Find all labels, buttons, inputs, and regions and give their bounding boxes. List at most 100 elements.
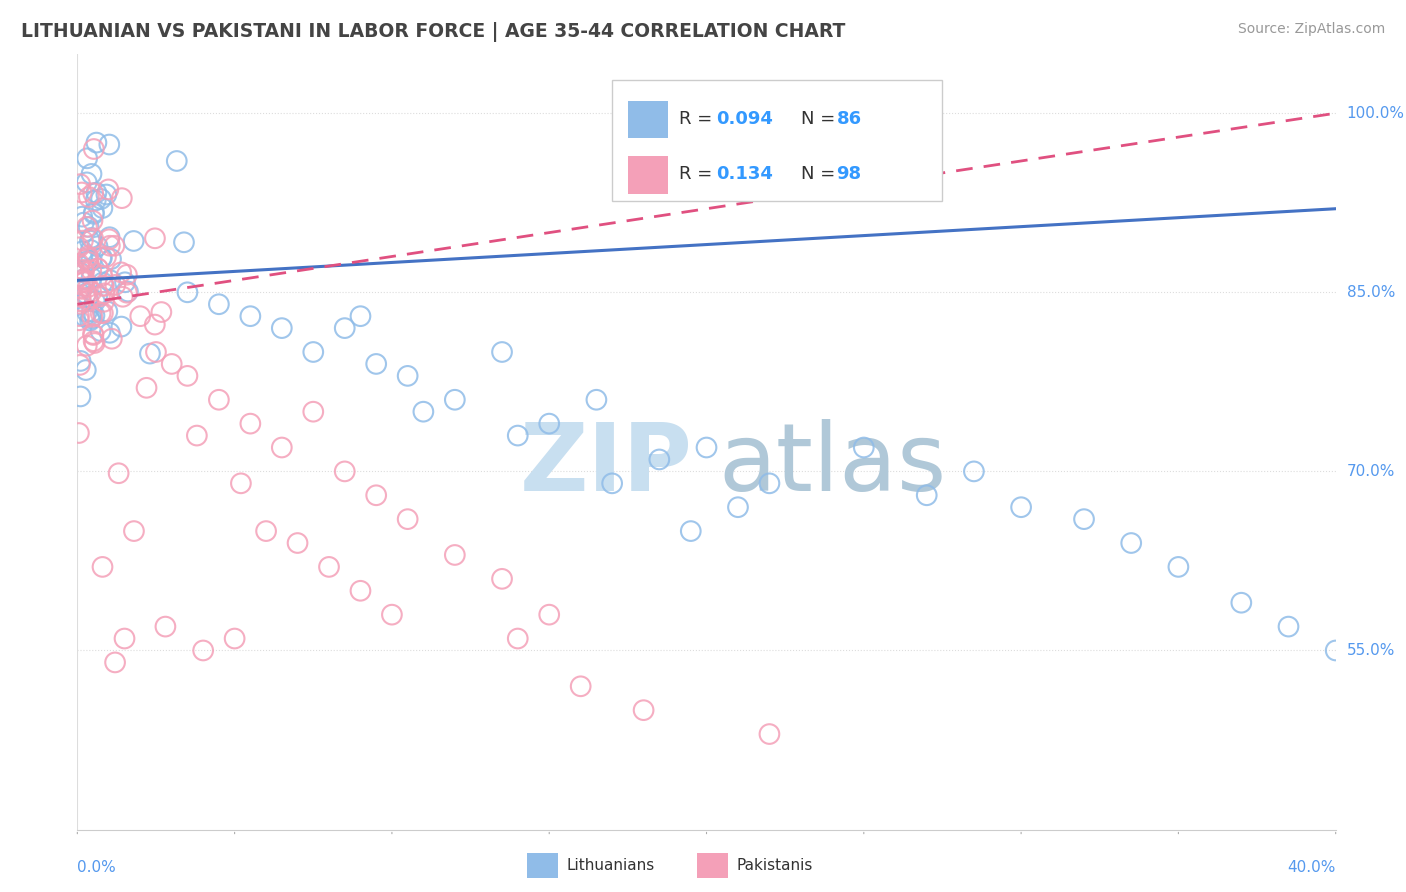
Point (96, 304, 118, 318)
Point (73, 265, 96, 279)
Point (1073, 512, 1095, 526)
Point (69, 290, 91, 304)
Point (1121, 536, 1143, 550)
Point (111, 290, 134, 304)
Text: 100.0%: 100.0% (1347, 106, 1405, 120)
Point (208, 297, 231, 311)
Point (633, 703, 655, 717)
Point (82, 231, 104, 245)
Text: R =: R = (679, 110, 718, 128)
Point (72, 234, 94, 248)
Point (115, 268, 138, 282)
Point (76, 219, 98, 234)
Point (67, 257, 90, 271)
Text: 98: 98 (837, 165, 862, 183)
Point (366, 488, 388, 502)
Point (229, 476, 252, 491)
Point (1230, 596, 1253, 610)
Point (103, 239, 125, 253)
Point (82, 326, 104, 341)
Point (852, 441, 875, 455)
Point (90, 251, 112, 265)
Text: 0.0%: 0.0% (77, 860, 117, 875)
Point (107, 467, 129, 481)
Point (91, 560, 114, 574)
Point (98, 326, 121, 340)
Point (75, 286, 97, 301)
Point (77, 293, 100, 308)
Point (150, 305, 173, 319)
Point (186, 428, 208, 442)
Point (110, 265, 132, 279)
Text: 0.094: 0.094 (716, 110, 772, 128)
Point (302, 345, 325, 359)
Point (538, 607, 561, 622)
Point (69, 354, 91, 368)
Point (83, 294, 105, 309)
Point (135, 381, 157, 395)
Point (86, 136, 108, 150)
Point (73, 216, 96, 230)
Point (86, 186, 108, 200)
Point (76, 339, 98, 353)
Point (73, 275, 96, 289)
Point (82, 310, 104, 324)
Point (86, 289, 108, 303)
Point (600, 476, 623, 491)
Point (73, 310, 96, 324)
Point (224, 632, 246, 646)
Point (98, 232, 121, 246)
Point (491, 345, 513, 359)
Point (412, 405, 434, 419)
Point (69, 281, 91, 295)
Point (91, 306, 114, 320)
Point (77, 291, 100, 305)
Text: Source: ZipAtlas.com: Source: ZipAtlas.com (1237, 22, 1385, 37)
Point (90, 192, 112, 206)
Point (239, 309, 262, 323)
Point (80, 263, 103, 277)
Point (83, 309, 105, 323)
Point (506, 428, 529, 442)
Point (69, 389, 91, 403)
Point (82, 186, 104, 201)
Text: atlas: atlas (718, 419, 946, 511)
Point (254, 524, 277, 538)
Text: 86: 86 (837, 110, 862, 128)
Point (76, 175, 98, 189)
Text: R =: R = (679, 165, 718, 183)
Point (101, 332, 124, 346)
Point (67, 268, 90, 283)
Text: ZIP: ZIP (519, 419, 692, 511)
Point (77, 190, 100, 204)
Point (122, 234, 145, 248)
Point (73, 272, 96, 286)
Point (70, 282, 93, 296)
Point (93, 278, 115, 293)
Point (91, 201, 114, 215)
Point (67, 297, 90, 311)
Point (80, 167, 103, 181)
Point (915, 488, 938, 502)
Point (75, 274, 97, 288)
Point (67, 425, 90, 440)
Point (67, 240, 90, 254)
Point (349, 583, 371, 598)
Text: Pakistanis: Pakistanis (737, 858, 813, 872)
Point (270, 321, 292, 335)
Point (166, 153, 188, 168)
Point (208, 392, 231, 407)
Point (98, 230, 121, 244)
Point (76, 151, 98, 165)
Point (143, 231, 166, 245)
Point (90, 306, 112, 320)
Point (333, 321, 356, 335)
Point (1277, 619, 1299, 633)
Point (963, 464, 986, 478)
Text: 70.0%: 70.0% (1347, 464, 1395, 479)
Point (1324, 643, 1347, 657)
Point (270, 441, 292, 455)
Point (80, 311, 103, 326)
Point (104, 656, 127, 670)
Point (139, 346, 162, 360)
